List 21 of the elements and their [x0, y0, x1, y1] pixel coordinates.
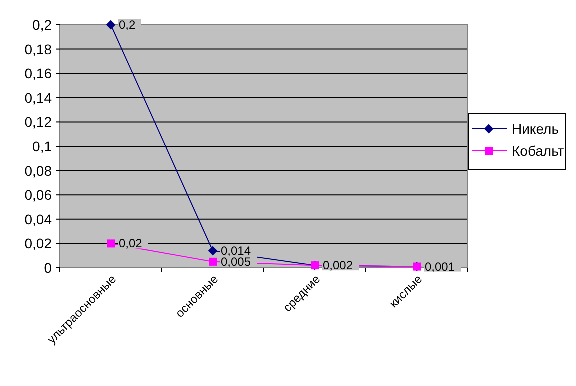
data-label: 0,002: [323, 258, 354, 273]
y-tick-label: 0,08: [24, 162, 52, 179]
point: [208, 246, 218, 256]
y-tick-label: 0,06: [24, 187, 52, 204]
point: [107, 240, 115, 248]
data-label: 0,02: [119, 236, 143, 251]
y-tick-label: 0,16: [24, 66, 52, 82]
point: [209, 258, 217, 266]
legend-label: Никель: [512, 121, 559, 137]
y-tick-label: 0,14: [24, 90, 52, 106]
y-tick-label: 0,2: [32, 17, 52, 33]
y-tick-label: 0,02: [24, 236, 52, 252]
legend-label: Кобальт: [512, 143, 565, 159]
data-label: 0,2: [119, 18, 136, 32]
data-label: 0,001: [425, 260, 456, 274]
y-tick-label: 0,18: [24, 41, 52, 58]
y-tick-label: 0,04: [24, 211, 52, 228]
point: [106, 20, 116, 30]
y-tick-label: 0,12: [24, 114, 52, 130]
y-tick-label: 0,1: [32, 138, 52, 154]
y-tick-label: 0: [44, 260, 52, 276]
